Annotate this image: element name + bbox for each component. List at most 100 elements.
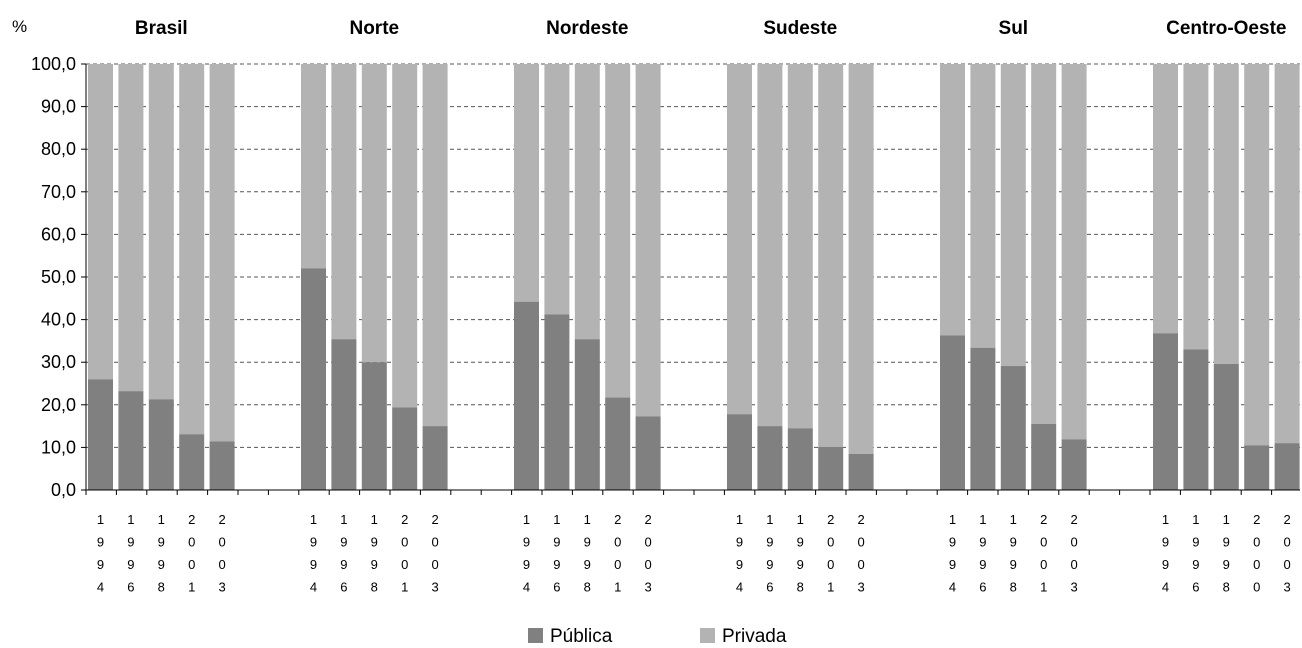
year-label-digit: 0 [1253,580,1260,595]
bar-publica [787,428,813,490]
year-label-digit: 6 [1192,580,1199,595]
bar-publica [209,441,235,490]
year-label-digit: 6 [766,580,773,595]
year-label-digit: 1 [736,512,743,527]
y-tick-label: 90,0 [41,97,76,117]
year-label-digit: 0 [1070,535,1077,550]
year-label-digit: 3 [1283,580,1290,595]
group-title: Nordeste [546,18,628,39]
bar-privada [818,64,844,447]
year-label-digit: 2 [644,512,651,527]
year-label-digit: 0 [401,557,408,572]
year-label-digit: 9 [584,535,591,550]
year-label-digit: 1 [310,512,317,527]
year-label-digit: 9 [340,557,347,572]
year-label-digit: 0 [827,557,834,572]
year-label-digit: 2 [218,512,225,527]
year-label-digit: 9 [766,557,773,572]
year-label-digit: 9 [797,535,804,550]
year-label-digit: 0 [1283,557,1290,572]
year-label-digit: 0 [614,557,621,572]
y-unit-label: % [12,17,27,36]
y-tick-label: 80,0 [41,139,76,159]
year-label-digit: 1 [553,512,560,527]
year-label-digit: 9 [797,557,804,572]
year-label-digit: 9 [979,557,986,572]
bar-privada [331,64,357,340]
year-label-digit: 0 [218,557,225,572]
bar-publica [331,339,357,490]
year-label-digit: 2 [431,512,438,527]
bar-privada [118,64,144,392]
year-label-digit: 3 [218,580,225,595]
y-tick-label: 50,0 [41,267,76,287]
bar-privada [1213,64,1239,364]
year-label-digit: 9 [340,535,347,550]
bar-publica [148,399,174,490]
bar-publica [422,426,448,490]
year-label-digit: 8 [1010,580,1017,595]
group-title: Sul [999,18,1029,39]
bar-publica [118,391,144,490]
year-label-digit: 8 [371,580,378,595]
year-label-digit: 1 [1040,580,1047,595]
year-label-digit: 1 [797,512,804,527]
bar-privada [605,64,631,398]
year-label-digit: 0 [431,535,438,550]
bar-publica [179,434,205,490]
y-tick-label: 30,0 [41,352,76,372]
year-label-digit: 0 [188,557,195,572]
y-tick-label: 10,0 [41,437,76,457]
bar-publica [818,446,844,490]
year-label-digit: 9 [1223,557,1230,572]
year-label-digit: 9 [1162,535,1169,550]
year-label-digit: 9 [310,535,317,550]
year-label-digit: 1 [523,512,530,527]
year-label-digit: 9 [584,557,591,572]
group-title: Sudeste [763,18,837,39]
bar-privada [361,64,387,363]
bar-privada [970,64,996,348]
year-label-digit: 1 [340,512,347,527]
year-label-digit: 2 [857,512,864,527]
bar-privada [1031,64,1057,424]
year-label-digit: 1 [1010,512,1017,527]
year-label-digit: 1 [1192,512,1199,527]
legend-label-publica: Pública [550,626,613,647]
year-label-digit: 1 [127,512,134,527]
year-label-digit: 0 [857,535,864,550]
year-label-digit: 8 [1223,580,1230,595]
year-label-digit: 2 [1253,512,1260,527]
y-tick-label: 0,0 [51,480,76,500]
bar-privada [727,64,752,415]
year-label-digit: 9 [523,557,530,572]
year-label-digit: 9 [127,535,134,550]
year-label-digit: 1 [1162,512,1169,527]
year-label-digit: 0 [1253,535,1260,550]
year-label-digit: 0 [1040,557,1047,572]
year-label-digit: 3 [857,580,864,595]
year-label-digit: 1 [614,580,621,595]
year-label-digit: 1 [371,512,378,527]
year-label-digit: 4 [310,580,317,595]
year-label-digit: 0 [614,535,621,550]
year-label-digit: 0 [1070,557,1077,572]
year-label-digit: 4 [949,580,956,595]
bar-publica [940,335,965,490]
bar-publica [1183,349,1209,490]
year-label-digit: 9 [158,535,165,550]
legend-swatch-publica [528,628,543,643]
year-label-digit: 9 [523,535,530,550]
year-label-digit: 9 [1162,557,1169,572]
bar-privada [422,64,448,427]
bar-privada [1274,64,1300,444]
year-label-digit: 8 [584,580,591,595]
bar-publica [1274,443,1300,490]
year-label-digit: 1 [158,512,165,527]
bar-publica [1213,363,1239,490]
y-tick-label: 20,0 [41,395,76,415]
year-label-digit: 1 [949,512,956,527]
bar-publica [1153,333,1178,490]
bar-privada [544,64,570,315]
year-label-digit: 4 [1162,580,1169,595]
